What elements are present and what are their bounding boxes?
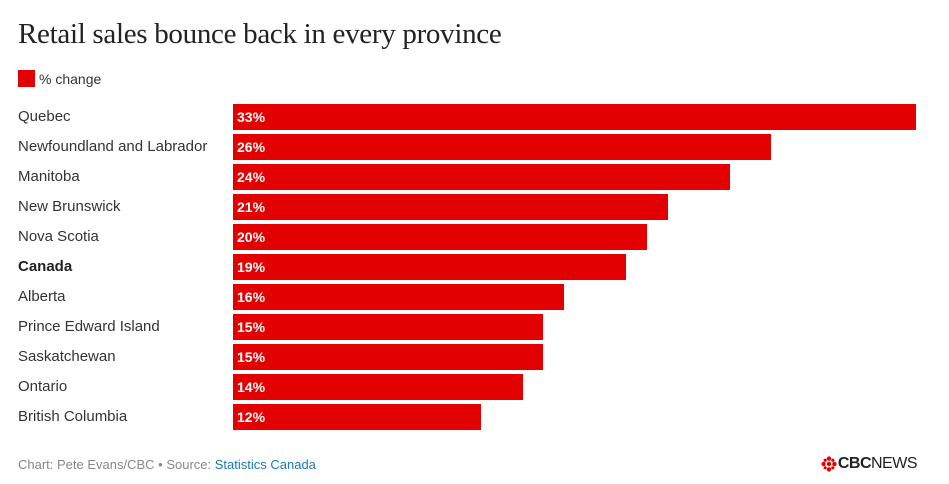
bar-value-label: 24% xyxy=(237,169,266,185)
bar xyxy=(233,194,668,220)
bar-row: Prince Edward Island 15% xyxy=(18,314,918,340)
category-label: Ontario xyxy=(18,378,68,395)
bar-value-label: 33% xyxy=(237,109,266,125)
bar xyxy=(233,344,544,370)
bar xyxy=(233,314,544,340)
cbc-news-logo[interactable]: CBCNEWS xyxy=(821,455,918,473)
bar xyxy=(233,254,627,280)
category-label: Newfoundland and Labrador xyxy=(18,138,208,155)
bar-value-label: 16% xyxy=(237,289,266,305)
bar xyxy=(233,284,565,310)
category-label: Nova Scotia xyxy=(18,228,99,245)
logo-text-bold: CBC xyxy=(837,455,872,472)
bar-value-label: 12% xyxy=(237,409,266,425)
chart-title: Retail sales bounce back in every provin… xyxy=(18,18,502,50)
bar-value-label: 20% xyxy=(237,229,266,245)
category-label: Canada xyxy=(18,258,73,275)
category-label: Prince Edward Island xyxy=(18,318,160,335)
cbc-gem-icon xyxy=(821,456,837,472)
bar-value-label: 14% xyxy=(237,379,266,395)
bar-row: Manitoba 24% xyxy=(18,164,918,190)
bar-row: Newfoundland and Labrador 26% xyxy=(18,134,918,160)
bar-row: British Columbia 12% xyxy=(18,404,918,430)
bar xyxy=(233,134,772,160)
category-label: Alberta xyxy=(18,288,66,305)
bar-chart: Quebec 33% Newfoundland and Labrador 26% Man… xyxy=(18,104,918,434)
bar-row: Saskatchewan 15% xyxy=(18,344,918,370)
bar-row: Alberta 16% xyxy=(18,284,918,310)
bar-row: Quebec 33% xyxy=(18,104,918,130)
bar-row: Nova Scotia 20% xyxy=(18,224,918,250)
bar xyxy=(233,404,482,430)
bar xyxy=(233,374,523,400)
logo-text: CBCNEWS xyxy=(837,455,918,473)
category-label: Manitoba xyxy=(18,168,80,185)
bar-value-label: 19% xyxy=(237,259,266,275)
footer: Chart: Pete Evans/CBC • Source: Statisti… xyxy=(18,457,316,472)
category-label: British Columbia xyxy=(18,408,128,425)
category-label: Saskatchewan xyxy=(18,348,116,365)
category-label: New Brunswick xyxy=(18,198,121,215)
source-link[interactable]: Statistics Canada xyxy=(214,457,316,472)
legend: % change xyxy=(18,70,101,87)
category-label: Quebec xyxy=(18,108,71,125)
bar-value-label: 15% xyxy=(237,349,266,365)
bar-row: Canada 19% xyxy=(18,254,918,280)
bar-value-label: 21% xyxy=(237,199,266,215)
legend-label: % change xyxy=(39,70,102,87)
bar-row: New Brunswick 21% xyxy=(18,194,918,220)
bar-value-label: 15% xyxy=(237,319,266,335)
bar xyxy=(233,224,647,250)
footer-credit: Chart: Pete Evans/CBC • Source: xyxy=(18,457,215,472)
logo-text-thin: NEWS xyxy=(871,455,918,472)
bar-row: Ontario 14% xyxy=(18,374,918,400)
legend-swatch xyxy=(18,70,35,87)
bar xyxy=(233,164,730,190)
bar xyxy=(233,104,916,130)
bar-value-label: 26% xyxy=(237,139,266,155)
